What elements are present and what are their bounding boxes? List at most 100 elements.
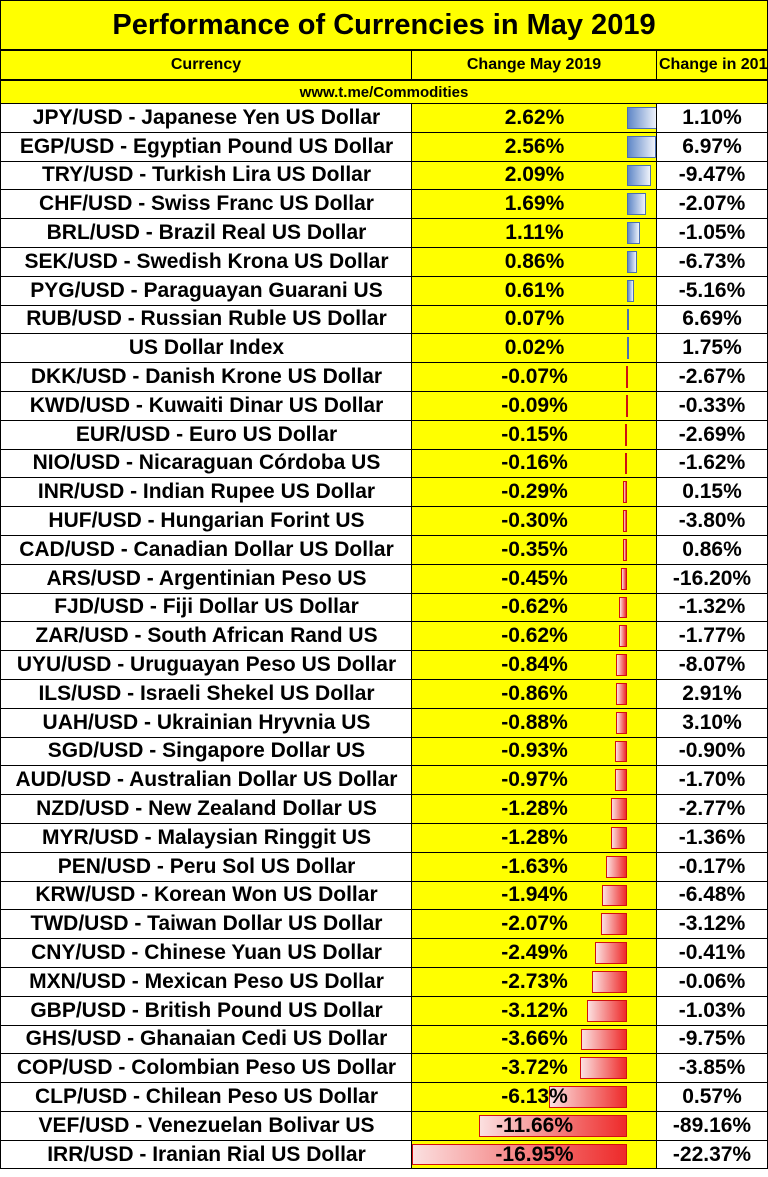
table-row: MXN/USD - Mexican Peso US Dollar -2.73% -0… xyxy=(0,967,768,997)
change-may-label: -0.93% xyxy=(501,739,568,763)
change-may-label: -0.16% xyxy=(501,451,568,475)
currency-name: TRY/USD - Turkish Lira US Dollar xyxy=(0,161,412,191)
change-year-label: -1.03% xyxy=(656,996,768,1026)
change-may-cell: 2.09% xyxy=(411,161,657,191)
change-may-cell: -2.73% xyxy=(411,967,657,997)
change-may-label: 2.09% xyxy=(504,163,565,187)
change-may-label: -1.28% xyxy=(501,797,568,821)
change-year-label: -3.85% xyxy=(656,1054,768,1084)
currency-name: NIO/USD - Nicaraguan Córdoba US xyxy=(0,449,412,479)
change-may-cell: 1.11% xyxy=(411,219,657,248)
currency-name: ARS/USD - Argentinian Peso US xyxy=(0,564,412,594)
table-row: DKK/USD - Danish Krone US Dollar -0.07% -2… xyxy=(0,363,768,392)
currency-name: US Dollar Index xyxy=(0,334,412,364)
change-may-cell: 0.07% xyxy=(411,305,657,335)
currency-name: ILS/USD - Israeli Shekel US Dollar xyxy=(0,679,412,709)
positive-data-bar xyxy=(627,135,657,158)
change-may-cell: -1.28% xyxy=(411,795,657,824)
table-row: GHS/USD - Ghanaian Cedi US Dollar -3.66% -… xyxy=(0,1025,768,1055)
change-may-cell: -0.88% xyxy=(411,708,657,738)
header-currency: Currency xyxy=(0,50,412,80)
table-row: CHF/USD - Swiss Franc US Dollar 1.69% -2.0… xyxy=(0,190,768,220)
currency-name: SEK/USD - Swedish Krona US Dollar xyxy=(0,247,412,277)
negative-data-bar xyxy=(580,1028,627,1051)
table-row: NZD/USD - New Zealand Dollar US -1.28% -2.… xyxy=(0,795,768,824)
change-year-label: -1.36% xyxy=(656,823,768,853)
change-may-cell: -0.45% xyxy=(411,564,657,594)
change-year-label: 0.57% xyxy=(656,1083,768,1112)
currency-name: MXN/USD - Mexican Peso US Dollar xyxy=(0,967,412,997)
currency-name: VEF/USD - Venezuelan Bolivar US xyxy=(0,1111,412,1141)
negative-data-bar xyxy=(626,366,628,388)
change-year-label: -3.80% xyxy=(656,507,768,536)
table-row: PEN/USD - Peru Sol US Dollar -1.63% -0.17% xyxy=(0,852,768,882)
change-may-cell: -0.86% xyxy=(411,679,657,709)
change-may-cell: -0.93% xyxy=(411,737,657,767)
negative-data-bar xyxy=(549,1086,627,1108)
negative-data-bar xyxy=(412,1143,627,1166)
currency-name: COP/USD - Colombian Peso US Dollar xyxy=(0,1054,412,1084)
table-row: NIO/USD - Nicaraguan Córdoba US -0.16% -1.… xyxy=(0,449,768,479)
negative-data-bar xyxy=(610,798,627,820)
change-may-label: -2.07% xyxy=(501,912,568,936)
change-year-label: -0.90% xyxy=(656,737,768,767)
negative-data-bar xyxy=(610,826,627,849)
change-may-label: 0.02% xyxy=(504,336,565,360)
change-may-label: -3.12% xyxy=(501,998,568,1022)
change-may-label: -0.62% xyxy=(501,624,568,648)
currency-name: PEN/USD - Peru Sol US Dollar xyxy=(0,852,412,882)
positive-data-bar xyxy=(627,222,640,244)
change-may-cell: -0.09% xyxy=(411,391,657,421)
change-may-cell: -2.49% xyxy=(411,939,657,968)
change-may-cell: -0.16% xyxy=(411,449,657,479)
change-may-cell: -16.95% xyxy=(411,1140,657,1170)
change-year-label: -0.33% xyxy=(656,391,768,421)
change-may-cell: -3.12% xyxy=(411,996,657,1026)
change-may-label: -0.09% xyxy=(501,393,568,417)
positive-data-bar xyxy=(627,250,637,273)
currency-name: UYU/USD - Uruguayan Peso US Dollar xyxy=(0,651,412,680)
table-row: ZAR/USD - South African Rand US -0.62% -1.… xyxy=(0,622,768,652)
currency-name: HUF/USD - Hungarian Forint US xyxy=(0,507,412,536)
change-year-label: -6.48% xyxy=(656,881,768,911)
change-may-label: -0.86% xyxy=(501,681,568,705)
currency-name: DKK/USD - Danish Krone US Dollar xyxy=(0,363,412,392)
change-may-cell: -0.84% xyxy=(411,651,657,680)
change-may-cell: 0.02% xyxy=(411,334,657,364)
table-row: EGP/USD - Egyptian Pound US Dollar 2.56% 6… xyxy=(0,132,768,162)
change-year-label: -3.12% xyxy=(656,910,768,940)
header-change-year: Change in 2019 xyxy=(656,50,768,80)
change-may-label: -1.94% xyxy=(501,883,568,907)
negative-data-bar xyxy=(625,423,628,446)
table-row: GBP/USD - British Pound US Dollar -3.12% -… xyxy=(0,996,768,1026)
table-row: PYG/USD - Paraguayan Guarani US 0.61% -5.1… xyxy=(0,276,768,306)
change-may-cell: -0.29% xyxy=(411,478,657,508)
change-may-label: -0.45% xyxy=(501,566,568,590)
currency-name: CHF/USD - Swiss Franc US Dollar xyxy=(0,190,412,220)
negative-data-bar xyxy=(615,711,627,734)
change-may-cell: -0.97% xyxy=(411,766,657,796)
positive-data-bar xyxy=(627,279,634,302)
negative-data-bar xyxy=(623,510,627,532)
change-year-label: 0.86% xyxy=(656,535,768,565)
change-may-cell: 0.61% xyxy=(411,276,657,306)
currency-name: RUB/USD - Russian Ruble US Dollar xyxy=(0,305,412,335)
change-may-cell: -1.63% xyxy=(411,852,657,882)
currency-name: SGD/USD - Singapore Dollar US xyxy=(0,737,412,767)
negative-data-bar xyxy=(619,596,627,619)
change-may-label: 1.11% xyxy=(505,221,564,245)
header-change-may: Change May 2019 xyxy=(411,50,657,80)
negative-data-bar xyxy=(621,567,627,590)
table-row: INR/USD - Indian Rupee US Dollar -0.29% 0.… xyxy=(0,478,768,508)
currency-name: UAH/USD - Ukrainian Hryvnia US xyxy=(0,708,412,738)
table-row: IRR/USD - Iranian Rial US Dollar -16.95% -… xyxy=(0,1140,768,1170)
currency-name: FJD/USD - Fiji Dollar US Dollar xyxy=(0,593,412,623)
change-year-label: -22.37% xyxy=(656,1140,768,1170)
table-row: EUR/USD - Euro US Dollar -0.15% -2.69% xyxy=(0,420,768,450)
negative-data-bar xyxy=(619,625,627,648)
change-may-label: 0.61% xyxy=(504,278,565,302)
change-may-label: -0.15% xyxy=(501,422,568,446)
table-row: BRL/USD - Brazil Real US Dollar 1.11% -1.0… xyxy=(0,219,768,248)
source-link[interactable]: www.t.me/Commodities xyxy=(0,80,768,104)
